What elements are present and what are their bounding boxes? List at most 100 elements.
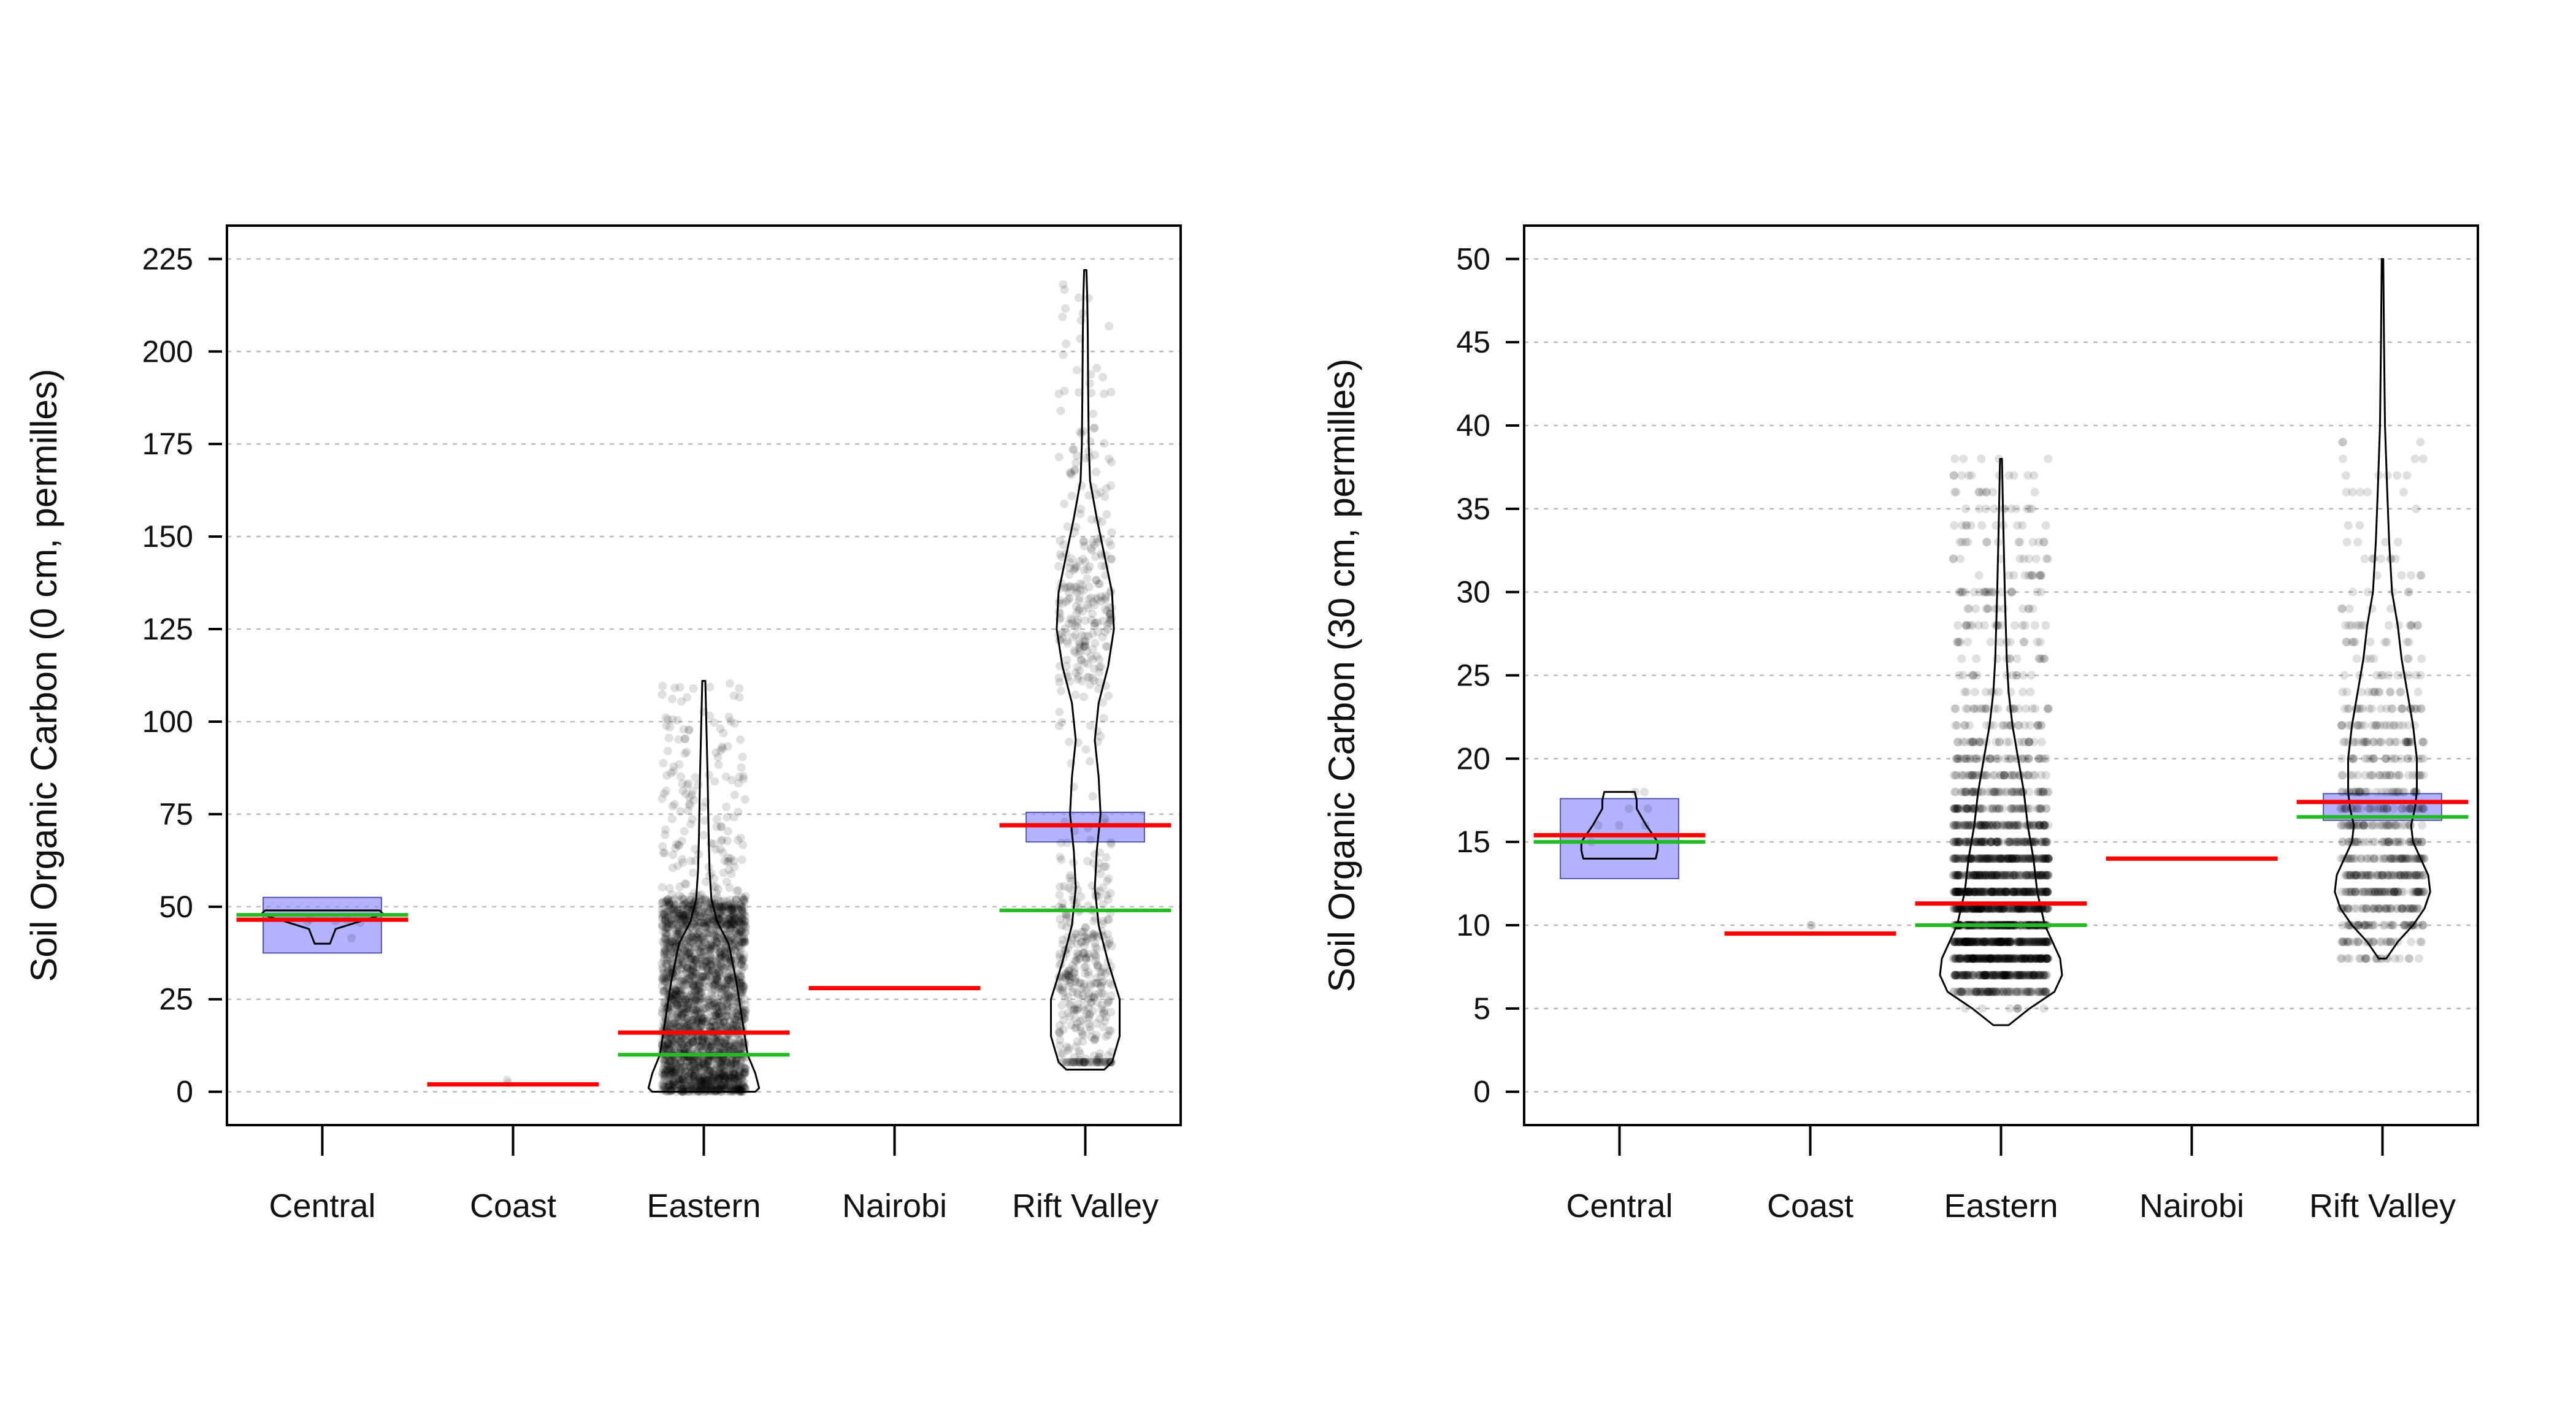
data-point [1105,979,1114,988]
data-point [2019,638,2028,646]
y-tick-label: 25 [159,982,193,1017]
data-point [677,987,686,995]
data-point [1089,930,1097,938]
data-point [1106,1008,1115,1017]
data-point [1062,655,1071,664]
data-point [1075,294,1083,302]
data-point [2042,521,2050,530]
data-point [720,857,729,865]
data-point [1104,895,1113,904]
data-point [1060,286,1068,294]
data-point [740,963,748,971]
data-point [686,820,695,828]
data-point [659,759,667,768]
data-point [738,753,747,762]
y-tick-label: 50 [1456,242,1490,276]
data-point [1054,389,1063,398]
data-point [1055,722,1064,730]
data-point [719,869,728,877]
data-point [683,747,691,756]
data-point [1098,968,1107,976]
y-tick-label: 5 [1473,991,1490,1026]
data-point [1057,1049,1065,1058]
data-point [719,729,727,738]
data-point [1084,968,1093,976]
data-point [722,773,730,781]
data-point [2039,1004,2048,1013]
data-point [1071,690,1079,699]
y-tick-label: 45 [1456,325,1490,359]
data-point [741,795,749,804]
x-tick-label: Nairobi [842,1188,947,1224]
data-point [1073,451,1081,460]
data-point [675,927,683,936]
data-point [1996,638,2004,646]
data-point [1060,500,1068,508]
data-point [2011,621,2019,630]
data-point [1057,839,1065,847]
data-point [1093,652,1102,660]
data-point [694,1042,703,1050]
data-point [2006,1004,2014,1013]
data-point [674,915,683,923]
data-point [1056,596,1064,605]
data-point [1057,1001,1066,1010]
data-point [676,999,684,1007]
data-point [2016,554,2025,563]
x-tick-label: Nairobi [2139,1188,2244,1224]
data-point [722,803,730,811]
data-point [1067,1021,1076,1029]
data-point [721,1020,729,1028]
data-point [738,855,746,864]
data-point [732,1009,741,1017]
data-point [1058,899,1067,907]
data-point [678,905,687,914]
data-point [1953,621,1962,630]
data-point [689,684,698,693]
data-point [2018,621,2026,630]
data-point [730,791,739,800]
data-point [1068,492,1076,500]
data-point [1081,616,1089,625]
data-point [1100,1017,1109,1026]
data-point [705,771,713,779]
y-tick-label: 0 [1473,1075,1490,1109]
data-point [670,684,679,692]
data-point [1054,674,1063,682]
x-tick-label: Coast [470,1188,556,1224]
y-tick-label: 0 [176,1075,193,1109]
data-point [1960,721,1969,730]
data-point [671,844,680,852]
data-point [1065,619,1073,628]
data-point [1975,505,1984,513]
data-point [736,952,745,961]
data-point [1103,877,1111,885]
data-point [726,679,734,688]
data-point [685,943,694,952]
data-point [1079,536,1088,545]
data-point [660,974,669,983]
data-point [706,945,715,953]
data-point [697,988,706,996]
y-axis-title: Soil Organic Carbon (30 cm, permilles) [1321,359,1362,993]
data-point [1059,988,1068,997]
data-point [2033,588,2041,597]
data-point [1062,340,1070,348]
data-point [1958,738,1967,746]
data-point [1102,484,1111,493]
data-point [676,978,684,987]
data-point [681,879,689,888]
data-point [659,939,668,948]
data-point [665,918,673,927]
data-point [713,823,721,831]
data-point [711,958,720,966]
data-point [699,831,708,839]
data-point [739,894,748,903]
data-point [724,827,732,836]
data-point [1104,692,1113,700]
data-point [738,937,746,946]
data-point [694,1058,703,1067]
